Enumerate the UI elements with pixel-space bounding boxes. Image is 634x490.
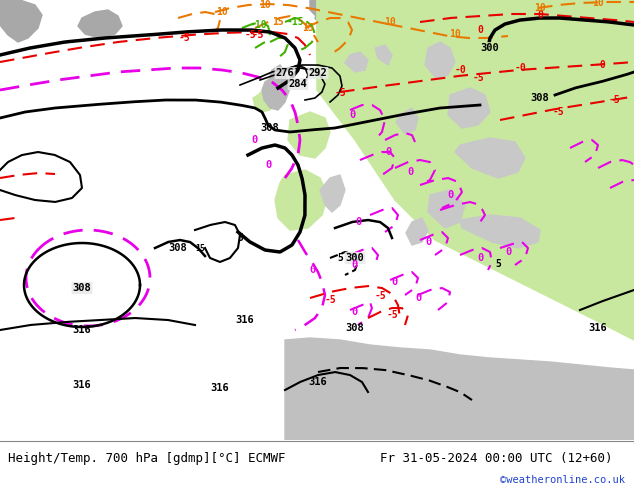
Text: 300: 300 (346, 253, 365, 263)
Polygon shape (285, 338, 634, 440)
Polygon shape (460, 215, 540, 248)
Polygon shape (320, 175, 345, 212)
Text: -5: -5 (179, 33, 191, 43)
Text: 316: 316 (73, 380, 91, 390)
Text: 15: 15 (272, 17, 284, 27)
Text: 0: 0 (447, 190, 453, 200)
Text: 316: 316 (309, 377, 327, 387)
Polygon shape (78, 10, 122, 38)
Text: -0: -0 (514, 63, 526, 73)
Polygon shape (270, 65, 285, 82)
Text: Height/Temp. 700 hPa [gdmp][°C] ECMWF: Height/Temp. 700 hPa [gdmp][°C] ECMWF (8, 451, 285, 465)
Text: 308: 308 (531, 93, 550, 103)
Text: 5: 5 (495, 259, 501, 269)
Polygon shape (368, 35, 420, 90)
Polygon shape (253, 88, 275, 112)
Text: 0: 0 (425, 237, 431, 247)
Text: 15: 15 (195, 244, 205, 252)
Polygon shape (345, 52, 368, 72)
Polygon shape (310, 0, 400, 50)
Polygon shape (425, 42, 455, 78)
Text: 0: 0 (477, 253, 483, 263)
Text: -10: -10 (249, 20, 267, 30)
Text: 0: 0 (407, 167, 413, 177)
Polygon shape (315, 3, 378, 44)
Text: 308: 308 (73, 283, 91, 293)
Text: -0: -0 (594, 60, 606, 70)
Text: 10: 10 (259, 0, 271, 10)
Text: 0: 0 (537, 10, 543, 20)
Text: -5: -5 (324, 295, 336, 305)
Text: 10: 10 (534, 3, 546, 13)
Polygon shape (448, 88, 490, 128)
Text: 316: 316 (236, 315, 254, 325)
Text: 0: 0 (352, 260, 358, 270)
Text: 0: 0 (392, 277, 398, 287)
Text: ©weatheronline.co.uk: ©weatheronline.co.uk (500, 475, 625, 485)
Text: 0: 0 (505, 247, 511, 257)
Text: 0: 0 (349, 110, 355, 120)
Text: 10: 10 (384, 17, 396, 27)
Text: 284: 284 (288, 79, 307, 89)
Text: -5: -5 (252, 30, 264, 40)
Text: 308: 308 (169, 243, 188, 253)
Text: 0: 0 (252, 135, 258, 145)
Polygon shape (275, 170, 328, 230)
Text: -5: -5 (552, 107, 564, 117)
Text: -15: -15 (286, 17, 304, 27)
Text: 15: 15 (302, 23, 314, 33)
Polygon shape (428, 190, 465, 228)
Text: 308: 308 (261, 123, 280, 133)
Text: 0: 0 (309, 265, 315, 275)
Text: 316: 316 (73, 325, 91, 335)
Polygon shape (375, 45, 392, 65)
Polygon shape (455, 138, 525, 178)
Text: -5: -5 (374, 291, 386, 301)
Text: 0: 0 (385, 147, 391, 157)
Text: 0: 0 (477, 25, 483, 35)
Polygon shape (0, 0, 42, 42)
Polygon shape (415, 28, 450, 70)
Text: 0: 0 (265, 160, 271, 170)
Polygon shape (358, 90, 375, 115)
Text: 316: 316 (210, 383, 230, 393)
Polygon shape (378, 98, 440, 142)
Text: Fr 31-05-2024 00:00 UTC (12+60): Fr 31-05-2024 00:00 UTC (12+60) (380, 451, 612, 465)
Text: 5: 5 (237, 233, 243, 243)
Text: 10: 10 (216, 7, 228, 17)
Text: 300: 300 (481, 43, 500, 53)
Polygon shape (288, 112, 330, 158)
Text: 0: 0 (415, 293, 421, 303)
Polygon shape (406, 218, 428, 245)
Text: 10: 10 (592, 0, 604, 8)
Text: -5: -5 (244, 30, 256, 40)
Polygon shape (262, 72, 290, 110)
Polygon shape (396, 108, 418, 134)
Polygon shape (317, 0, 634, 200)
Polygon shape (317, 25, 634, 340)
Text: 308: 308 (346, 323, 365, 333)
Text: 316: 316 (588, 323, 607, 333)
Text: -5: -5 (334, 88, 346, 98)
Text: -5: -5 (386, 310, 398, 320)
Text: -5: -5 (472, 73, 484, 83)
Text: 10: 10 (449, 29, 461, 39)
Text: 0: 0 (352, 307, 358, 317)
Text: 5: 5 (337, 253, 343, 263)
Text: 292: 292 (309, 68, 327, 78)
Text: 276: 276 (276, 68, 294, 78)
Text: -0: -0 (454, 65, 466, 75)
Text: 0: 0 (355, 217, 361, 227)
Polygon shape (317, 0, 634, 280)
Text: -5: -5 (608, 95, 620, 105)
